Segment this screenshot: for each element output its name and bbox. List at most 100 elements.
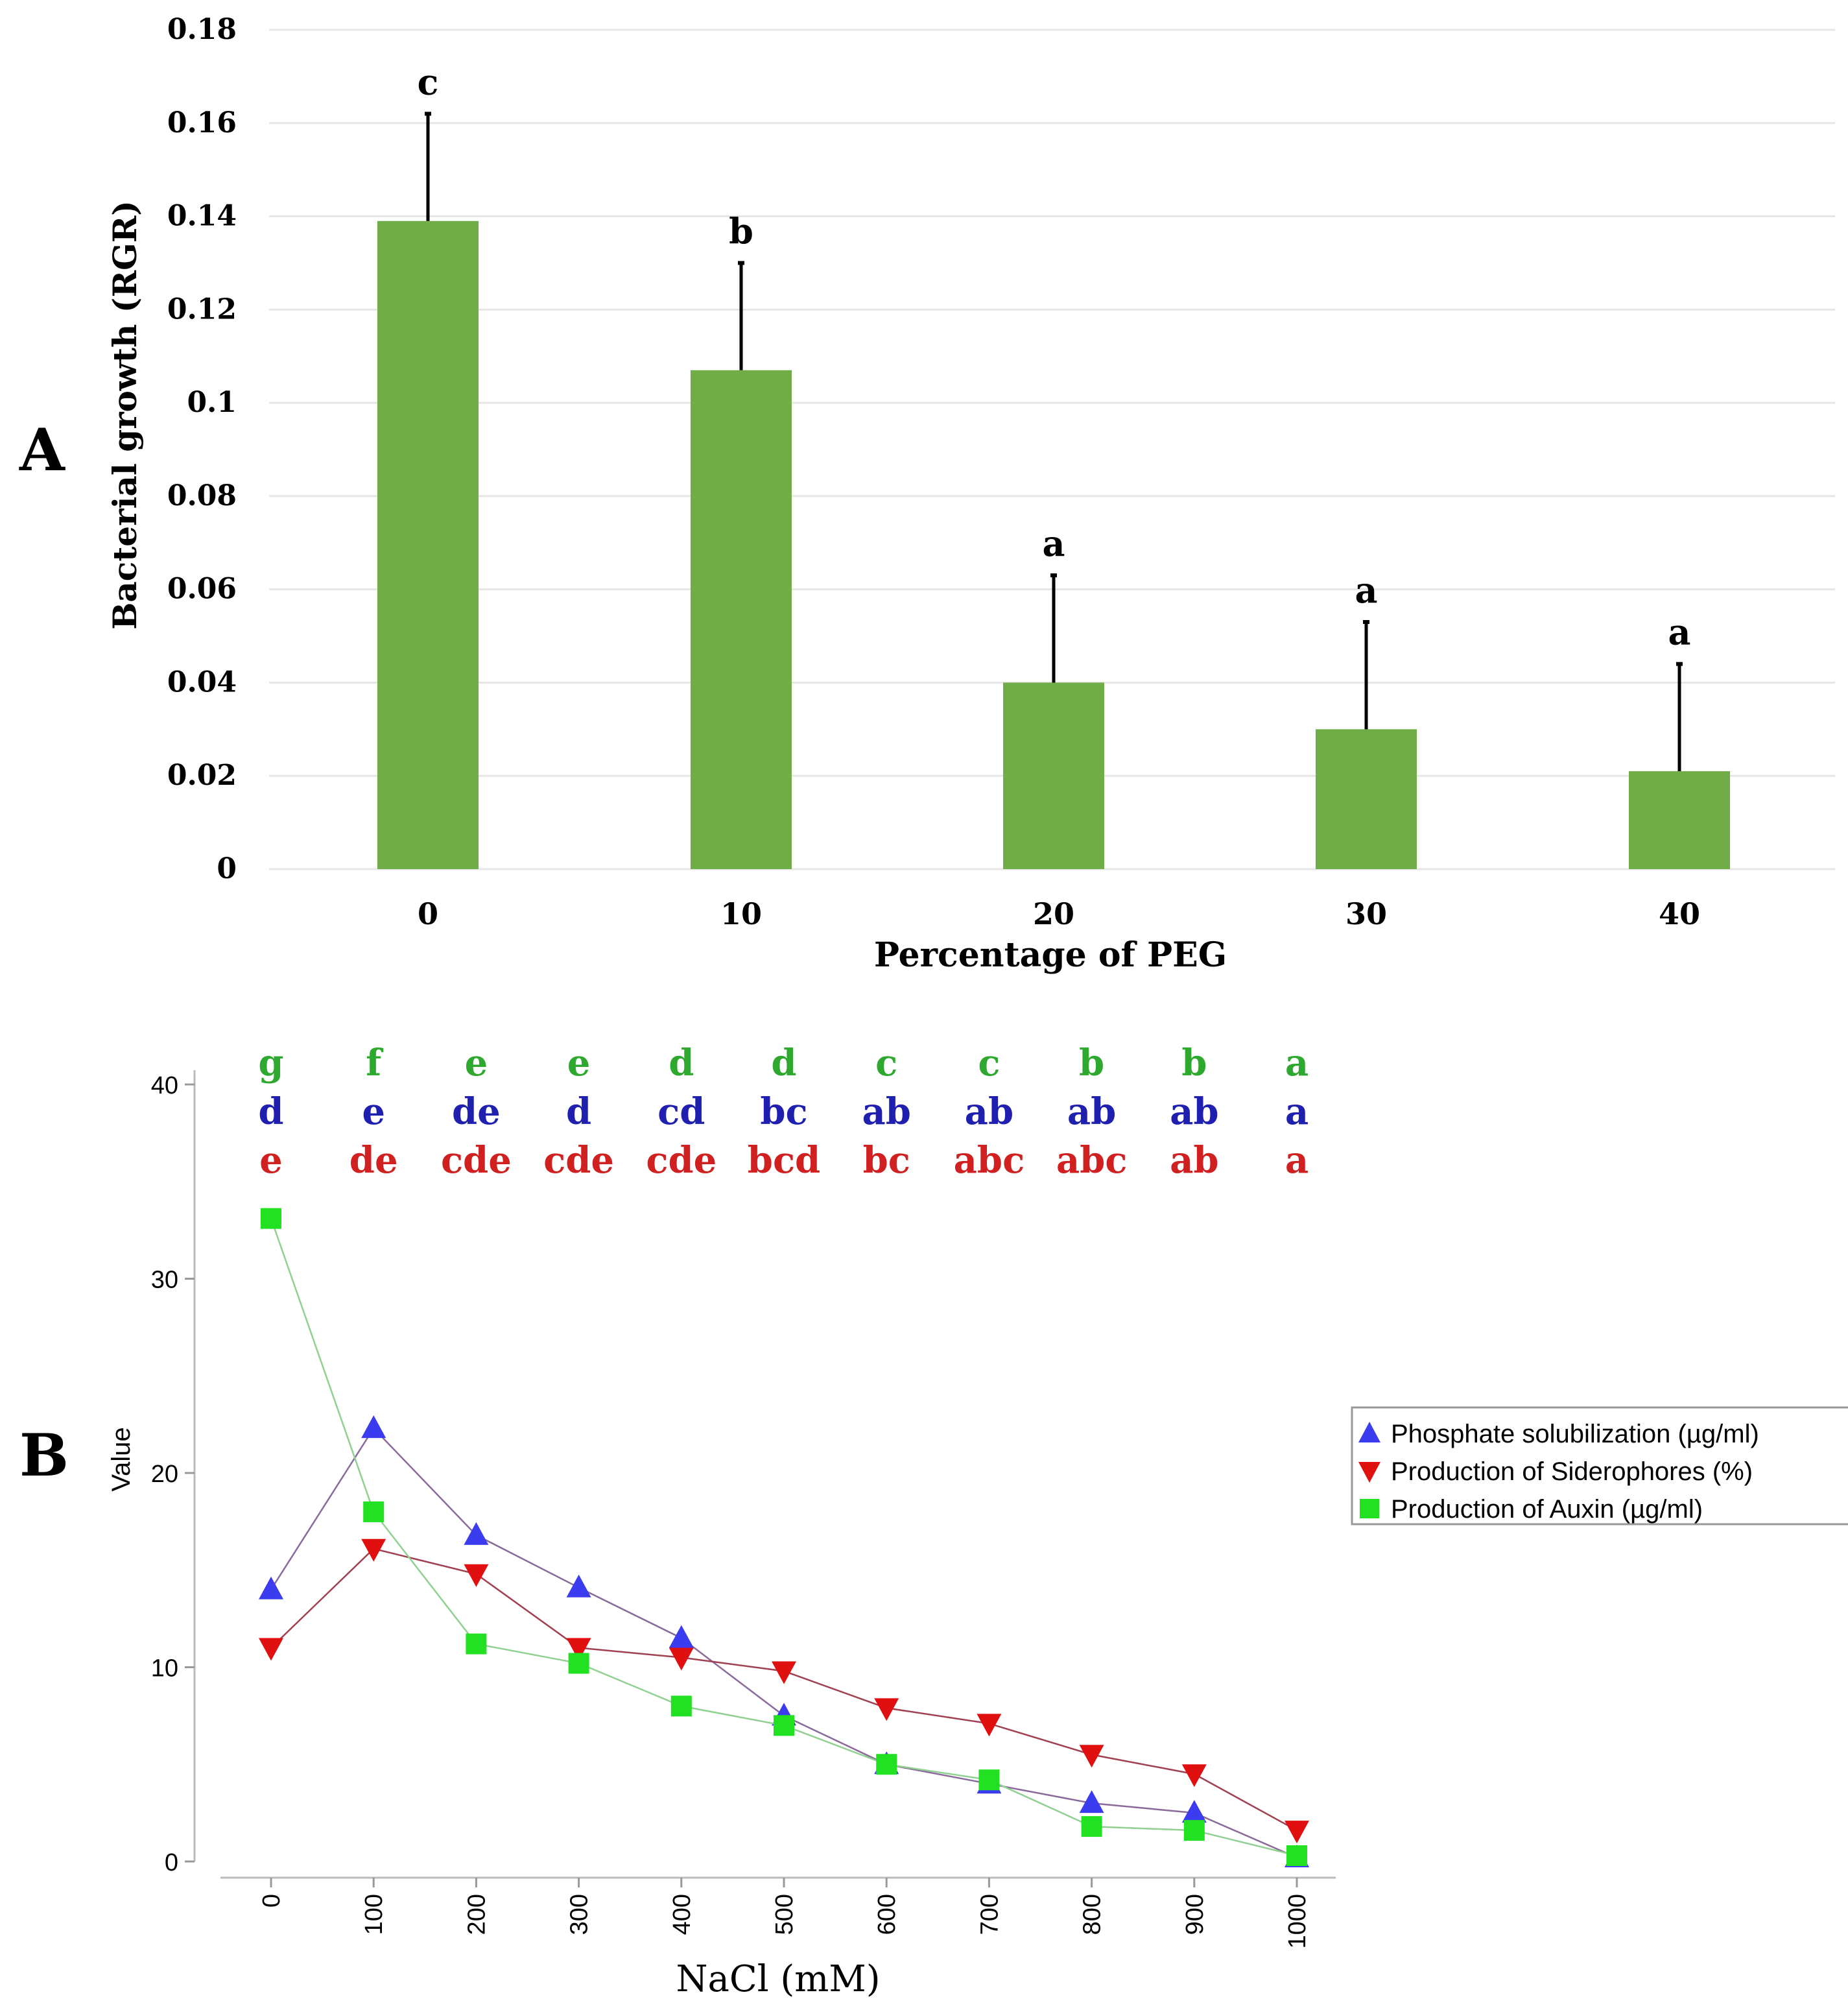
bar-chart-a: 0 0.02 0.04 0.06 0.08 0.1 0.12 0.14 0.16 0.18 c 0 b 1… xyxy=(106,13,1835,975)
y-axis-label: Bacterial growth (RGR) xyxy=(106,200,144,630)
x-tick-label: 0 xyxy=(258,1894,285,1908)
significance-letter: a xyxy=(1043,523,1065,564)
siderophore-marker xyxy=(566,1638,591,1661)
significance-letter: e xyxy=(465,1042,488,1084)
significance-letter: cd xyxy=(657,1090,705,1133)
x-axis-label: NaCl (mM) xyxy=(676,1958,880,2000)
x-tick-label: 20 xyxy=(1033,896,1074,931)
significance-letter: abc xyxy=(1056,1139,1128,1182)
auxin-marker xyxy=(978,1769,1000,1791)
y-tick-label: 0.06 xyxy=(167,573,237,606)
significance-letter: d xyxy=(258,1090,283,1133)
siderophore-marker xyxy=(669,1647,694,1671)
significance-letter: cde xyxy=(646,1139,717,1182)
y-tick-label: 0.18 xyxy=(167,13,237,46)
auxin-marker xyxy=(568,1653,589,1674)
significance-letter: e xyxy=(567,1042,591,1084)
y-tick-label: 0 xyxy=(217,852,237,885)
auxin-marker xyxy=(876,1754,897,1775)
panel-label-a: A xyxy=(19,416,65,485)
significance-letter: c xyxy=(418,61,439,102)
significance-letter: de xyxy=(349,1139,398,1182)
y-tick-label: 10 xyxy=(151,1655,178,1682)
siderophore-marker xyxy=(464,1564,489,1587)
x-tick-label: 200 xyxy=(463,1894,490,1935)
significance-letter: cde xyxy=(543,1139,614,1182)
y-tick-label: 0 xyxy=(165,1849,178,1876)
x-tick-label: 1000 xyxy=(1284,1894,1311,1949)
phosphate-marker xyxy=(566,1574,591,1597)
y-axis-label: Value xyxy=(107,1427,136,1491)
bar xyxy=(1003,682,1104,869)
significance-letter: ab xyxy=(862,1090,910,1133)
significance-letter: c xyxy=(978,1042,1000,1084)
significance-letter: bc xyxy=(760,1090,807,1133)
y-tick-label: 0.12 xyxy=(167,293,237,326)
bar xyxy=(377,221,479,869)
phosphate-marker xyxy=(361,1415,386,1439)
x-tick-label: 40 xyxy=(1659,896,1700,931)
x-tick-label: 30 xyxy=(1345,896,1387,931)
siderophore-marker xyxy=(977,1714,1002,1737)
significance-letter: a xyxy=(1285,1090,1309,1133)
x-tick-label: 800 xyxy=(1079,1894,1106,1935)
significance-letter: g xyxy=(258,1042,283,1084)
significance-letter: ab xyxy=(1170,1090,1218,1133)
significance-letter: a xyxy=(1355,569,1378,611)
auxin-marker xyxy=(261,1208,281,1229)
significance-letter: a xyxy=(1285,1139,1309,1182)
siderophore-marker xyxy=(1285,1821,1309,1844)
y-tick-label: 0.1 xyxy=(187,386,237,419)
auxin-marker xyxy=(774,1715,794,1736)
significance-letter: d xyxy=(771,1042,796,1084)
x-tick-label: 100 xyxy=(361,1894,388,1935)
x-tick-label: 400 xyxy=(669,1894,696,1935)
legend: Phosphate solubilization (µg/ml) Producti… xyxy=(1351,1406,1848,1525)
y-tick-label: 40 xyxy=(151,1072,178,1099)
phosphate-marker xyxy=(669,1625,694,1648)
x-tick-label: 300 xyxy=(566,1894,593,1935)
series-line xyxy=(270,1218,1297,1857)
significance-letter: ab xyxy=(965,1090,1013,1133)
auxin-marker xyxy=(363,1501,385,1522)
significance-letter: de xyxy=(452,1090,501,1133)
auxin-marker xyxy=(1286,1845,1307,1867)
y-tick-label: 0.08 xyxy=(167,479,237,512)
x-tick-label: 500 xyxy=(771,1894,798,1935)
significance-letter: d xyxy=(669,1042,694,1084)
panel-label-b: B xyxy=(19,1421,69,1490)
y-tick-label: 0.16 xyxy=(167,106,237,139)
legend-label: Phosphate solubilization (µg/ml) xyxy=(1391,1420,1759,1448)
x-tick-label: 700 xyxy=(976,1894,1003,1935)
siderophore-marker xyxy=(874,1698,899,1721)
siderophore-marker xyxy=(361,1538,386,1562)
x-tick-label: 900 xyxy=(1181,1894,1209,1935)
phosphate-marker xyxy=(1079,1790,1104,1813)
legend-triangle-up-icon xyxy=(1358,1422,1380,1442)
siderophore-marker xyxy=(1181,1764,1207,1788)
auxin-marker xyxy=(466,1633,487,1655)
y-tick-label: 20 xyxy=(151,1461,178,1488)
y-tick-label: 30 xyxy=(151,1267,178,1294)
significance-letter: ab xyxy=(1067,1090,1116,1133)
significance-letter: abc xyxy=(954,1139,1025,1182)
phosphate-marker xyxy=(1181,1800,1207,1823)
legend-label: Production of Siderophores (%) xyxy=(1391,1457,1753,1486)
bar xyxy=(691,370,792,869)
siderophore-marker xyxy=(772,1661,796,1684)
auxin-marker xyxy=(1081,1816,1102,1837)
bar xyxy=(1316,729,1417,869)
y-tick-label: 0.14 xyxy=(167,200,237,233)
significance-letter: bcd xyxy=(748,1139,820,1182)
y-tick-label: 0.02 xyxy=(167,759,237,792)
legend-triangle-down-icon xyxy=(1358,1462,1380,1483)
significance-letter: ab xyxy=(1170,1139,1218,1182)
significance-letter: e xyxy=(259,1139,283,1182)
series-line xyxy=(270,1548,1297,1832)
significance-letter: b xyxy=(729,210,753,252)
significance-letter: b xyxy=(1181,1042,1207,1084)
siderophore-marker xyxy=(1079,1745,1104,1768)
significance-letter: f xyxy=(366,1042,384,1084)
series-line xyxy=(270,1427,1297,1859)
